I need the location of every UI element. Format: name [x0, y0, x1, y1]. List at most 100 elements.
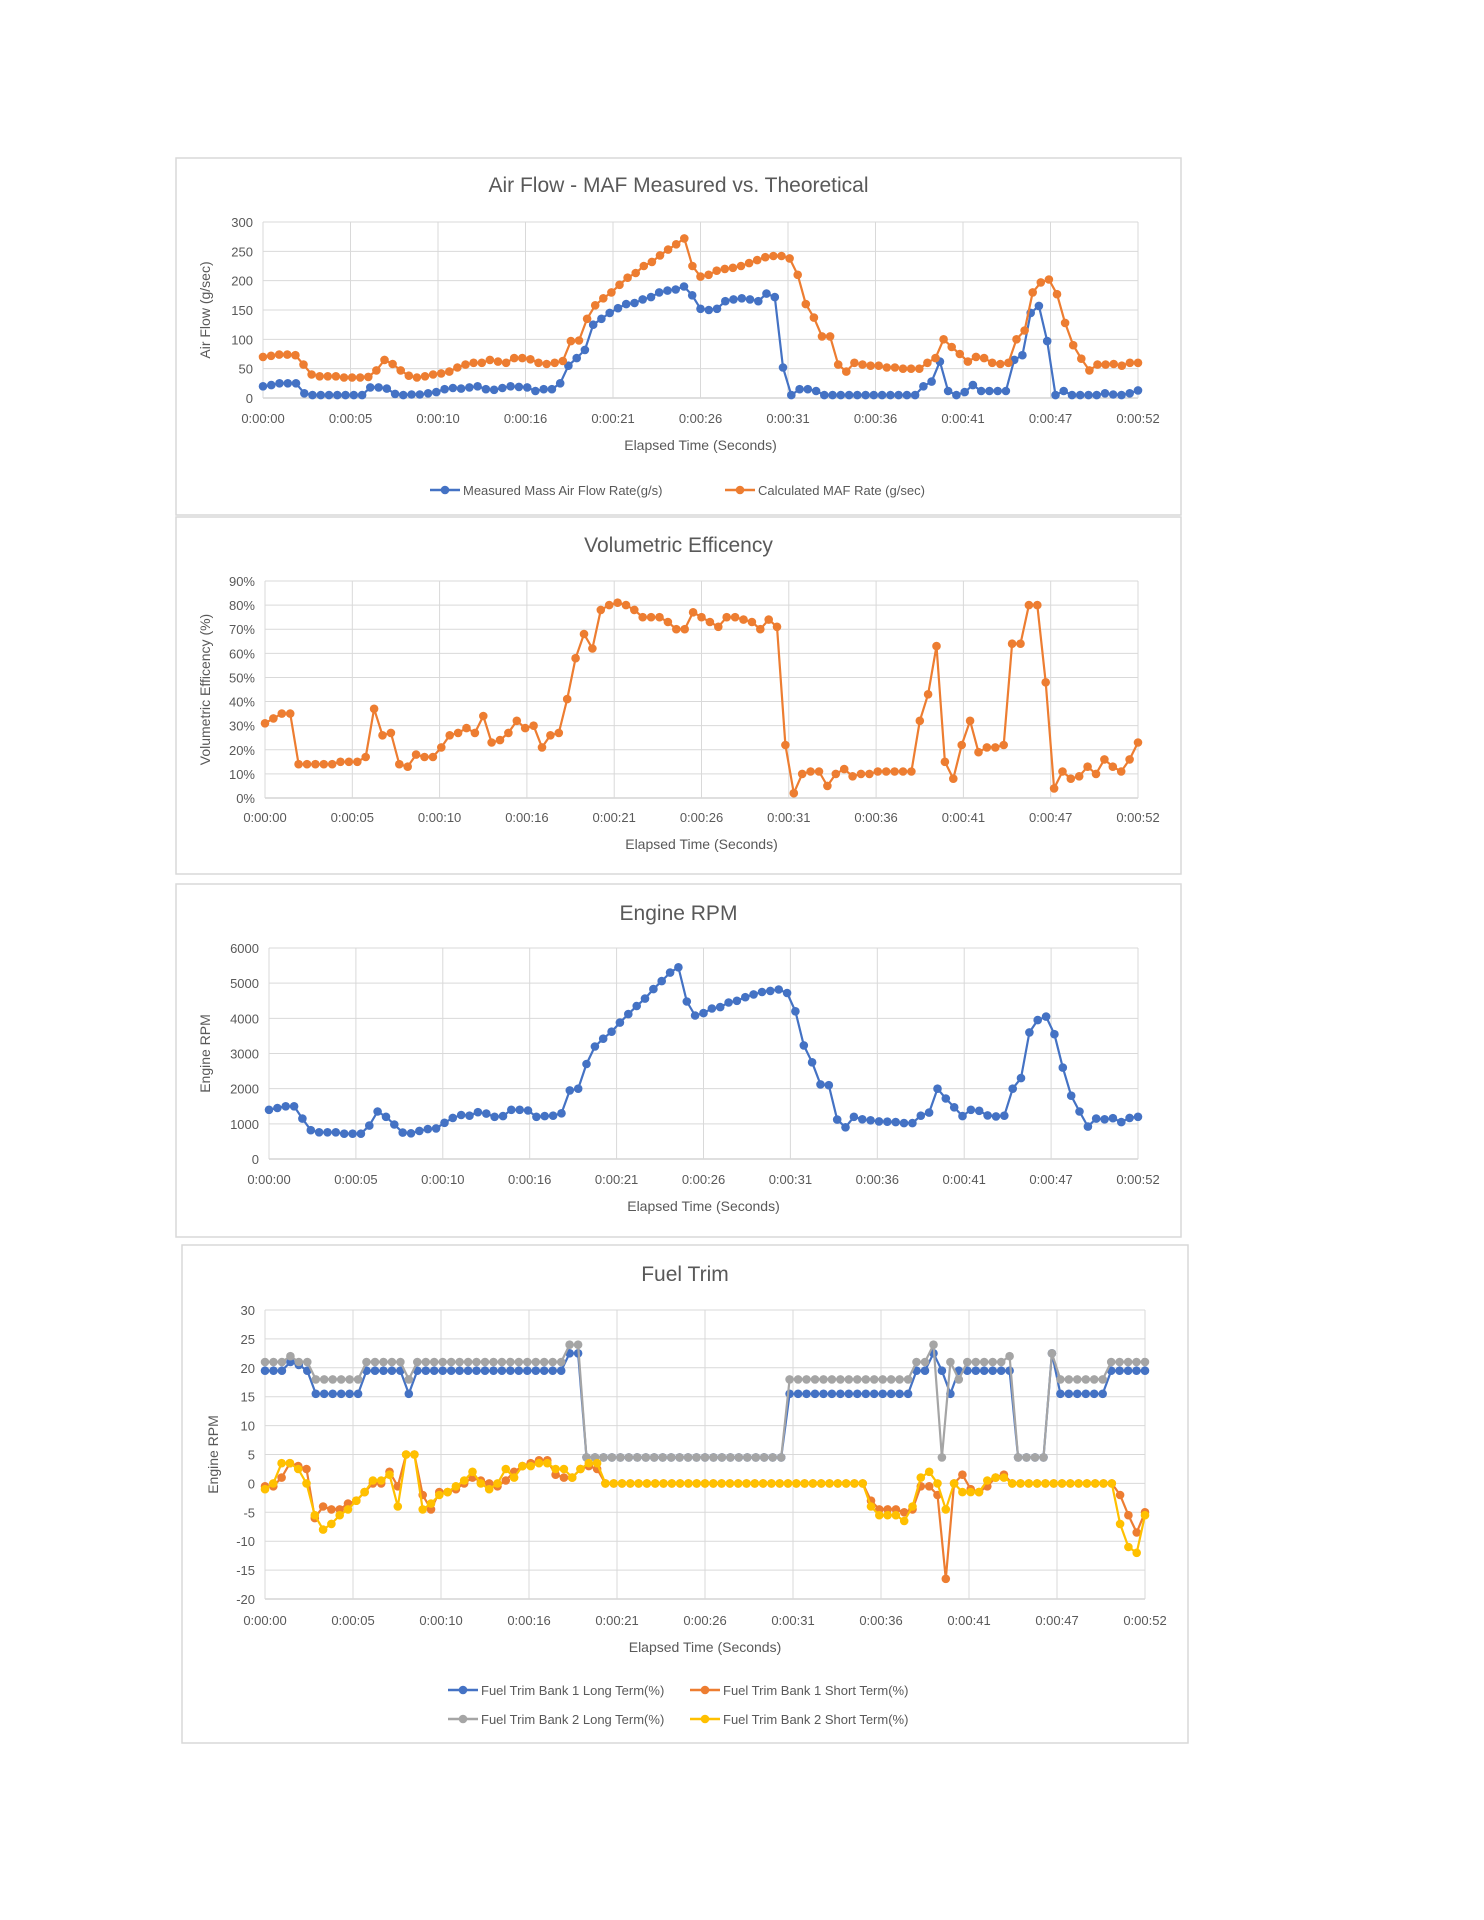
data-point: [526, 355, 535, 364]
data-point: [373, 1107, 382, 1116]
data-point: [646, 292, 656, 302]
data-point: [509, 353, 519, 363]
data-point: [1030, 1453, 1040, 1462]
x-tick-label: 0:00:47: [1035, 1613, 1078, 1628]
data-point: [1016, 1073, 1026, 1083]
data-point: [1013, 1453, 1023, 1462]
data-point: [985, 386, 994, 396]
data-point: [506, 1357, 515, 1367]
legend-label: Measured Mass Air Flow Rate(g/s): [463, 483, 662, 498]
data-point: [866, 1116, 875, 1125]
data-point: [979, 353, 989, 363]
data-point: [617, 1479, 627, 1488]
data-point: [468, 1467, 477, 1477]
data-point: [991, 1112, 1001, 1121]
data-point: [946, 1357, 955, 1367]
y-tick-label: 90%: [229, 574, 255, 589]
data-point: [1093, 360, 1102, 369]
data-point: [495, 735, 505, 745]
data-point: [1064, 1389, 1074, 1399]
data-point: [1020, 326, 1029, 335]
data-point: [729, 295, 738, 304]
data-point: [849, 1112, 859, 1122]
data-point: [878, 1389, 887, 1399]
data-point: [327, 1505, 336, 1514]
data-point: [712, 304, 722, 314]
y-tick-label: 15: [241, 1390, 255, 1405]
data-point: [624, 1453, 634, 1462]
data-point: [624, 1009, 633, 1019]
data-point: [599, 1453, 608, 1462]
y-tick-label: 40%: [229, 695, 255, 710]
data-point: [754, 296, 763, 306]
data-point: [537, 743, 547, 752]
data-point: [506, 382, 515, 391]
data-point: [566, 336, 576, 346]
data-point: [379, 1366, 388, 1375]
data-point: [520, 723, 530, 733]
x-tick-label: 0:00:00: [243, 810, 286, 825]
data-point: [777, 251, 786, 261]
data-point: [345, 1375, 354, 1384]
data-point: [436, 369, 446, 378]
x-tick-label: 0:00:31: [769, 1172, 812, 1187]
data-point: [420, 752, 429, 762]
data-point: [493, 1479, 502, 1488]
data-point: [307, 370, 316, 379]
data-point: [697, 612, 706, 622]
chart-3: Engine RPM 0 1000 2000 3000 4000 5000 6000 0:00:…: [175, 883, 1182, 1238]
data-point: [988, 1366, 997, 1375]
data-point: [832, 1115, 842, 1124]
data-point: [858, 1479, 867, 1488]
data-point: [971, 352, 981, 362]
data-point: [991, 743, 1000, 752]
data-point: [663, 245, 673, 254]
x-tick-label: 0:00:10: [421, 1172, 464, 1187]
data-point: [379, 1357, 388, 1367]
y-tick-label: 10%: [229, 767, 255, 782]
data-point: [932, 641, 941, 651]
data-point: [785, 1389, 794, 1399]
data-point: [848, 772, 857, 781]
y-tick-label: 300: [231, 215, 253, 230]
data-point: [459, 1476, 469, 1485]
x-tick-label: 0:00:26: [680, 810, 723, 825]
data-point: [630, 298, 639, 308]
data-point: [311, 1375, 321, 1384]
legend-marker-icon: [700, 1685, 710, 1695]
data-point: [421, 1366, 431, 1375]
y-axis-title: Volumetric Efficency (%): [197, 614, 213, 765]
data-point: [700, 1479, 710, 1488]
data-point: [1066, 1091, 1076, 1100]
data-point: [571, 653, 580, 663]
data-point: [949, 1103, 959, 1112]
data-point: [1052, 289, 1062, 299]
x-tick-label: 0:00:26: [682, 1172, 725, 1187]
data-point: [630, 605, 639, 615]
data-point: [772, 622, 782, 632]
data-point: [819, 1375, 828, 1384]
x-tick-label: 0:00:52: [1123, 1613, 1166, 1628]
data-point: [390, 389, 400, 399]
data-point: [743, 1453, 752, 1462]
data-point: [501, 358, 511, 368]
data-point: [415, 390, 425, 399]
data-point: [658, 1453, 667, 1462]
data-point: [480, 1357, 490, 1367]
data-point: [807, 1058, 817, 1067]
data-point: [811, 386, 821, 396]
data-point: [399, 390, 408, 400]
data-point: [490, 1112, 499, 1122]
data-point: [609, 1479, 618, 1488]
data-point: [633, 1453, 642, 1462]
data-point: [768, 1453, 777, 1462]
data-point: [438, 1366, 448, 1375]
data-point: [498, 383, 507, 393]
data-point: [443, 1487, 452, 1497]
data-point: [534, 358, 543, 368]
legend-label: Fuel Trim Bank 1 Long Term(%): [481, 1683, 664, 1698]
data-point: [820, 390, 829, 400]
data-point: [404, 1375, 414, 1384]
data-point: [1033, 1015, 1042, 1025]
data-point: [968, 380, 978, 390]
